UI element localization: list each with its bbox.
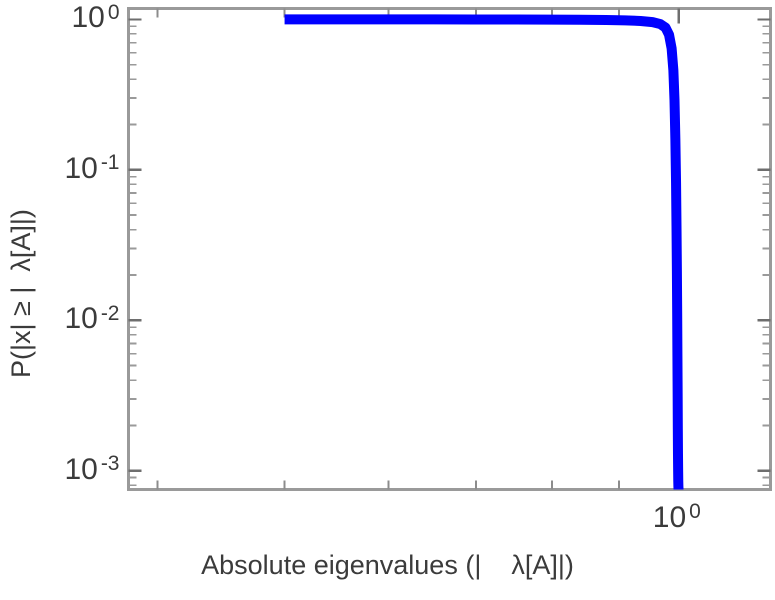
y-tick-mantissa: 10 <box>64 151 98 185</box>
y-tick-mantissa: 10 <box>64 302 98 336</box>
y-tick-label-0: 10 0 <box>71 1 119 35</box>
y-tick-exponent: 0 <box>107 0 120 24</box>
x-tick-label-0: 10 0 <box>652 500 701 534</box>
y-tick-exponent: -3 <box>100 452 120 476</box>
series-line-0 <box>284 14 684 494</box>
y-tick-exponent: -1 <box>100 151 120 175</box>
data-series <box>284 14 684 494</box>
x-tick-exponent: 0 <box>689 500 701 524</box>
y-tick-mantissa: 10 <box>64 452 98 486</box>
y-tick-label-3: 10 -3 <box>64 452 119 486</box>
x-axis-label: Absolute eigenvalues (| λ[A]|) <box>201 550 574 580</box>
axis-ticks <box>128 8 771 490</box>
y-tick-mantissa: 10 <box>71 1 105 35</box>
y-axis-label: P(|x| ≥ | λ[A]|) <box>6 209 36 378</box>
y-tick-exponent: -2 <box>100 301 120 325</box>
y-tick-label-2: 10 -2 <box>64 302 119 336</box>
y-tick-label-1: 10 -1 <box>64 151 119 185</box>
x-tick-mantissa: 10 <box>652 500 687 534</box>
